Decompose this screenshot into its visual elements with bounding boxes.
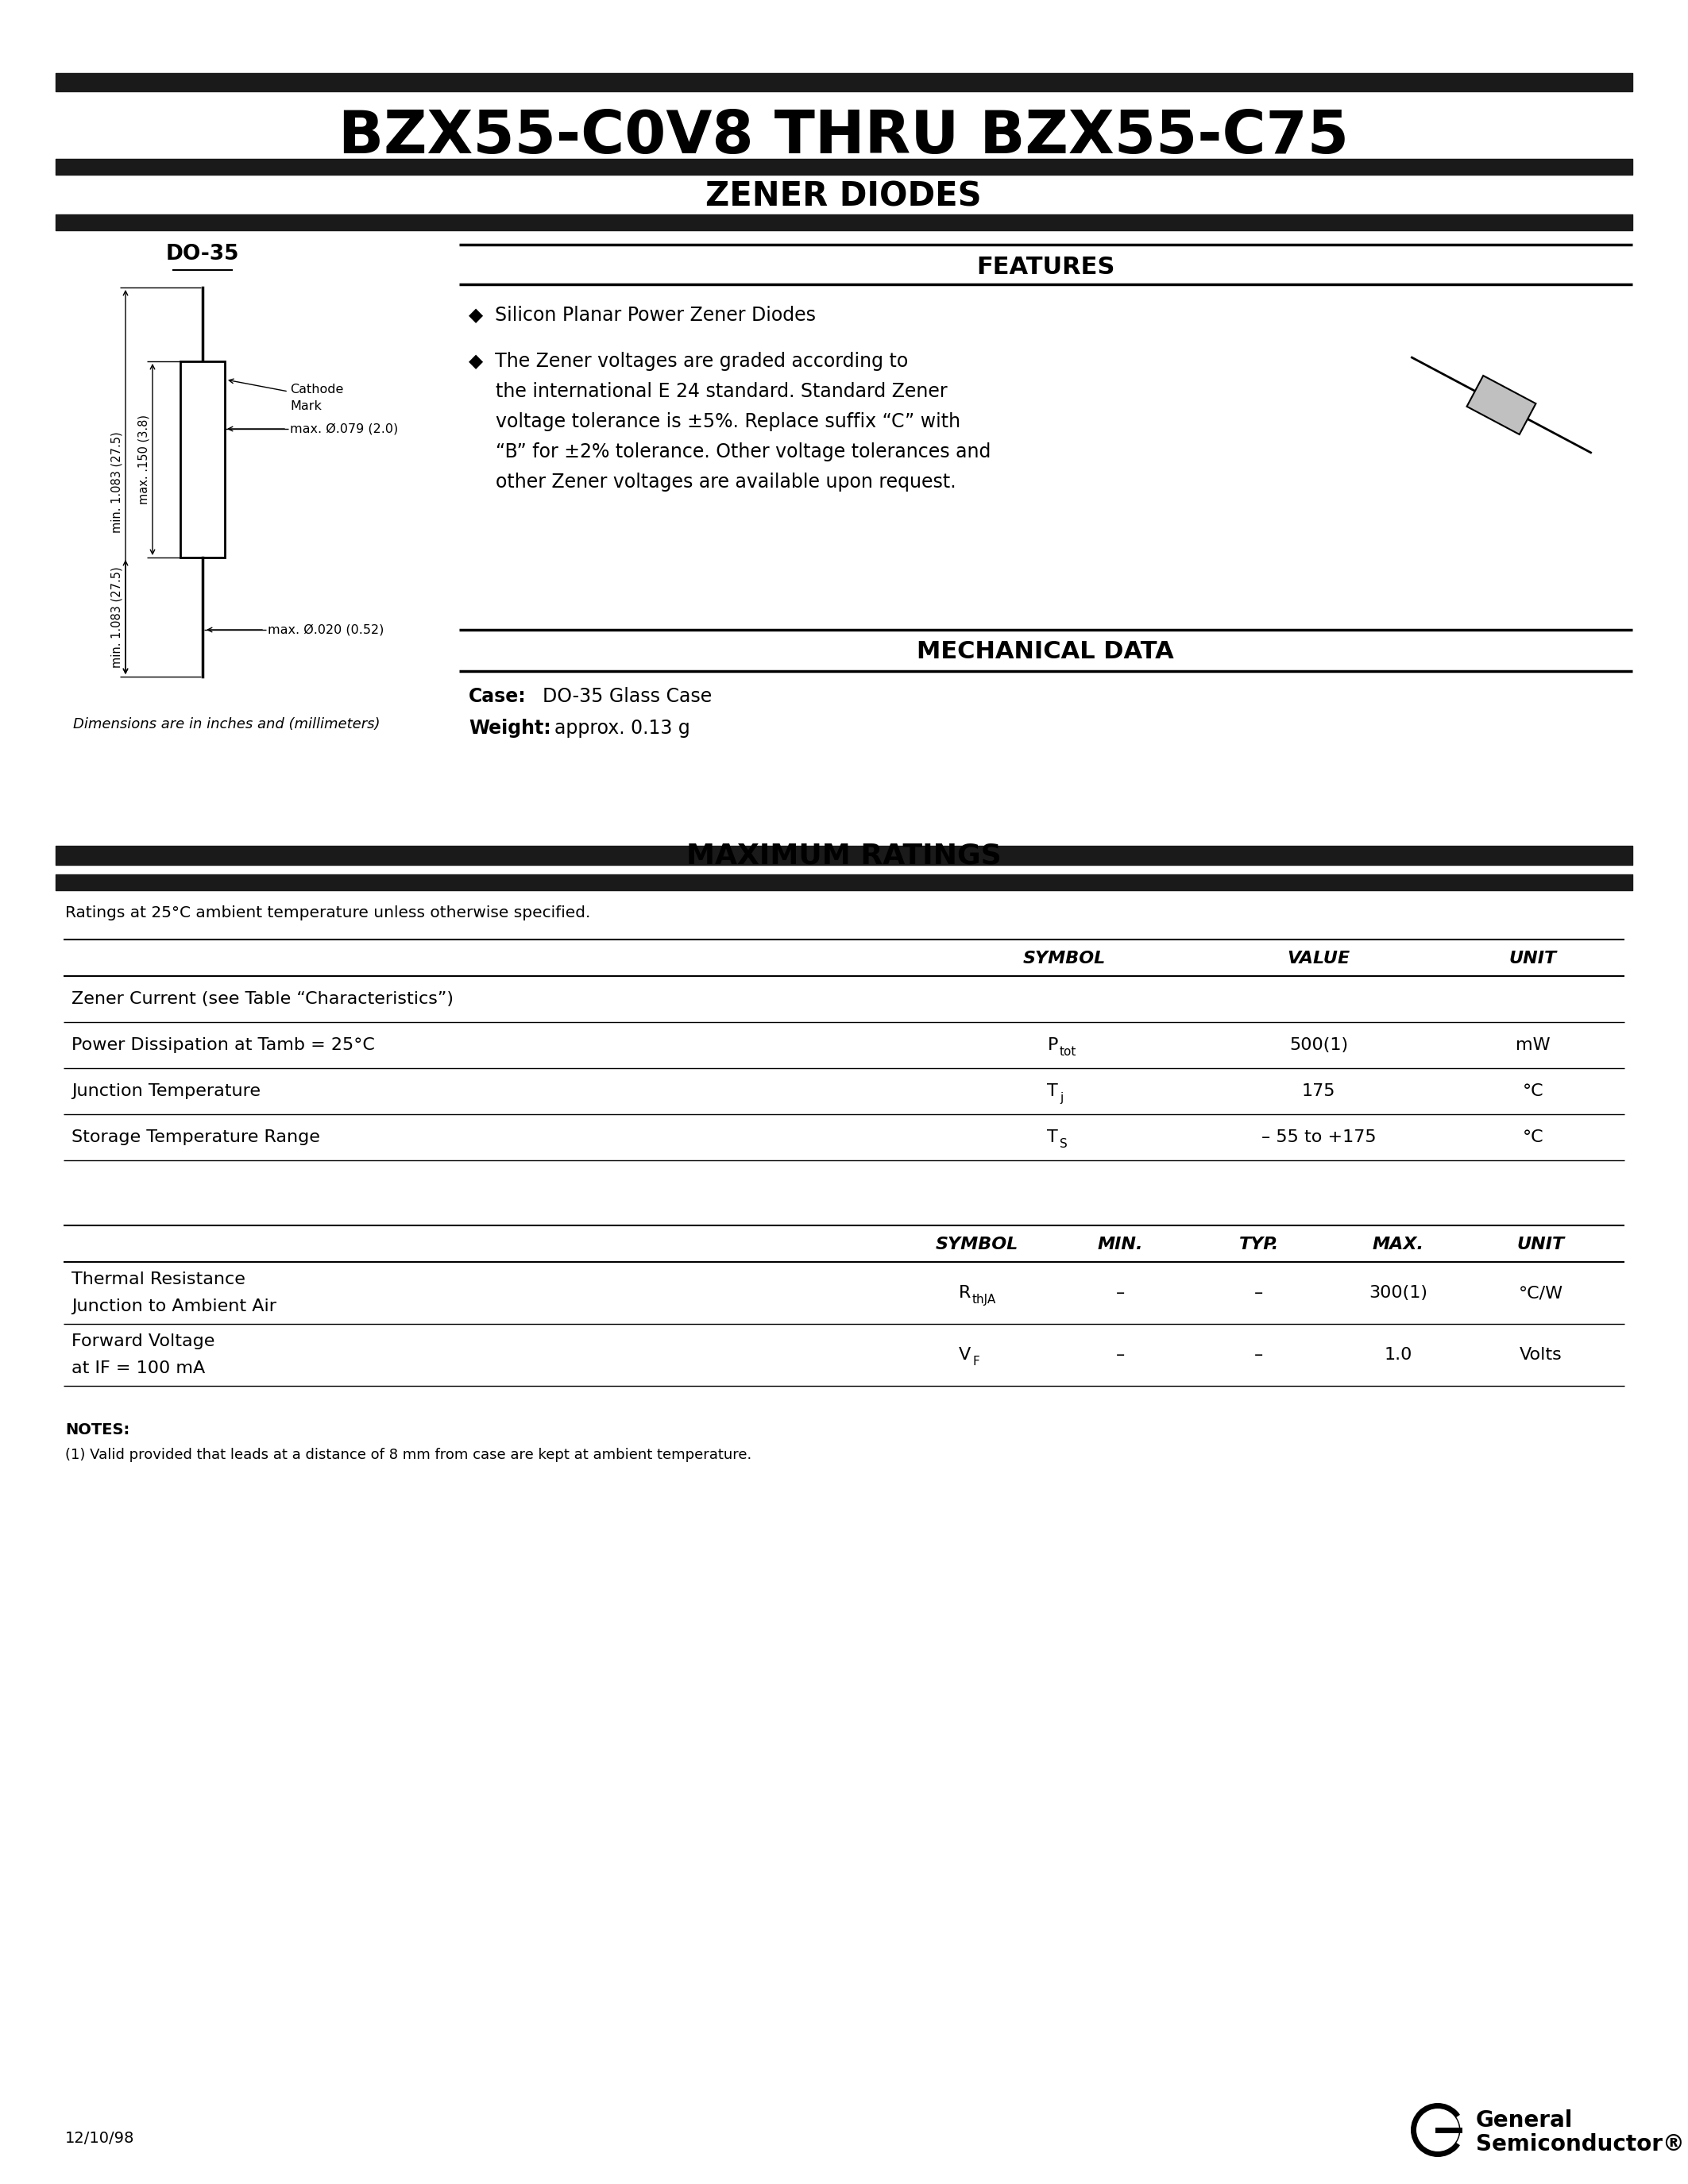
Text: the international E 24 standard. Standard Zener: the international E 24 standard. Standar…: [496, 382, 947, 402]
Text: Junction to Ambient Air: Junction to Ambient Air: [71, 1299, 277, 1315]
Text: SYMBOL: SYMBOL: [1023, 950, 1106, 968]
Text: –: –: [1116, 1348, 1124, 1363]
Text: j: j: [1060, 1092, 1063, 1103]
Text: 175: 175: [1301, 1083, 1335, 1099]
Text: mW: mW: [1516, 1037, 1550, 1053]
Text: DO-35 Glass Case: DO-35 Glass Case: [542, 688, 712, 705]
Text: VALUE: VALUE: [1288, 950, 1350, 968]
Text: – 55 to +175: – 55 to +175: [1261, 1129, 1376, 1144]
Text: MAX.: MAX.: [1372, 1236, 1425, 1251]
Text: Ratings at 25°C ambient temperature unless otherwise specified.: Ratings at 25°C ambient temperature unle…: [66, 904, 591, 919]
Circle shape: [1416, 2108, 1458, 2151]
Text: at IF = 100 mA: at IF = 100 mA: [71, 1361, 206, 1376]
Text: R: R: [959, 1284, 971, 1302]
Text: Forward Voltage: Forward Voltage: [71, 1334, 214, 1350]
Text: tot: tot: [1060, 1046, 1077, 1057]
Text: –: –: [1116, 1284, 1124, 1302]
Text: DO-35: DO-35: [165, 245, 240, 264]
Text: Storage Temperature Range: Storage Temperature Range: [71, 1129, 321, 1144]
Text: °C/W: °C/W: [1519, 1284, 1563, 1302]
Text: Junction Temperature: Junction Temperature: [71, 1083, 260, 1099]
Text: ◆  Silicon Planar Power Zener Diodes: ◆ Silicon Planar Power Zener Diodes: [469, 306, 815, 323]
Text: (1) Valid provided that leads at a distance of 8 mm from case are kept at ambien: (1) Valid provided that leads at a dista…: [66, 1448, 751, 1461]
Text: Cathode: Cathode: [290, 382, 343, 395]
Text: °C: °C: [1523, 1083, 1543, 1099]
Bar: [181, 360, 225, 557]
Text: T: T: [1047, 1129, 1058, 1144]
Text: thJA: thJA: [972, 1293, 996, 1306]
Text: Power Dissipation at Tamb = 25°C: Power Dissipation at Tamb = 25°C: [71, 1037, 375, 1053]
Text: MECHANICAL DATA: MECHANICAL DATA: [917, 640, 1173, 662]
Text: 12/10/98: 12/10/98: [66, 2129, 135, 2145]
Text: UNIT: UNIT: [1518, 1236, 1565, 1251]
Text: max. .150 (3.8): max. .150 (3.8): [138, 415, 150, 505]
Text: NOTES:: NOTES:: [66, 1422, 130, 1437]
Text: “B” for ±2% tolerance. Other voltage tolerances and: “B” for ±2% tolerance. Other voltage tol…: [496, 443, 991, 461]
Text: –: –: [1254, 1284, 1264, 1302]
Text: other Zener voltages are available upon request.: other Zener voltages are available upon …: [496, 472, 955, 491]
Text: General: General: [1475, 2110, 1573, 2132]
Text: min. 1.083 (27.5): min. 1.083 (27.5): [111, 432, 123, 533]
Text: max. Ø.079 (2.0): max. Ø.079 (2.0): [290, 424, 398, 435]
Text: P: P: [1048, 1037, 1058, 1053]
Text: BZX55-C0V8 THRU BZX55-C75: BZX55-C0V8 THRU BZX55-C75: [338, 107, 1349, 166]
Circle shape: [1411, 2103, 1465, 2158]
Text: F: F: [972, 1356, 979, 1367]
Text: Volts: Volts: [1519, 1348, 1563, 1363]
Text: Semiconductor®: Semiconductor®: [1475, 2134, 1685, 2156]
Text: voltage tolerance is ±5%. Replace suffix “C” with: voltage tolerance is ±5%. Replace suffix…: [496, 413, 960, 430]
Text: 500(1): 500(1): [1290, 1037, 1349, 1053]
Polygon shape: [1467, 376, 1536, 435]
Text: SYMBOL: SYMBOL: [935, 1236, 1018, 1251]
Text: 1.0: 1.0: [1384, 1348, 1413, 1363]
Text: 300(1): 300(1): [1369, 1284, 1428, 1302]
Text: ZENER DIODES: ZENER DIODES: [706, 179, 982, 212]
Text: FEATURES: FEATURES: [976, 256, 1114, 277]
Text: TYP.: TYP.: [1239, 1236, 1280, 1251]
Text: max. Ø.020 (0.52): max. Ø.020 (0.52): [268, 625, 383, 636]
Text: V: V: [959, 1348, 971, 1363]
Text: approx. 0.13 g: approx. 0.13 g: [554, 719, 690, 738]
Text: UNIT: UNIT: [1509, 950, 1556, 968]
Text: –: –: [1254, 1348, 1264, 1363]
Text: MIN.: MIN.: [1097, 1236, 1143, 1251]
Text: MAXIMUM RATINGS: MAXIMUM RATINGS: [685, 841, 1001, 869]
Text: Mark: Mark: [290, 400, 322, 413]
Text: ◆  The Zener voltages are graded according to: ◆ The Zener voltages are graded accordin…: [469, 352, 908, 371]
Text: Thermal Resistance: Thermal Resistance: [71, 1271, 245, 1286]
Text: min. 1.083 (27.5): min. 1.083 (27.5): [111, 566, 123, 668]
Text: °C: °C: [1523, 1129, 1543, 1144]
Text: Case:: Case:: [469, 688, 527, 705]
Text: S: S: [1060, 1138, 1067, 1149]
Text: Zener Current (see Table “Characteristics”): Zener Current (see Table “Characteristic…: [71, 992, 454, 1007]
Text: Weight:: Weight:: [469, 719, 550, 738]
Text: Dimensions are in inches and (millimeters): Dimensions are in inches and (millimeter…: [73, 716, 380, 732]
Text: T: T: [1047, 1083, 1058, 1099]
